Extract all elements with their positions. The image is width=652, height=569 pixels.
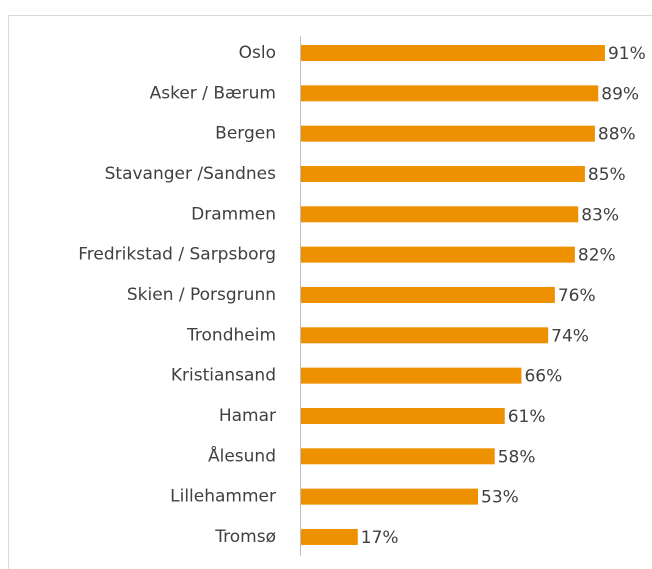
- category-label: Lillehammer: [170, 487, 276, 507]
- bar: [301, 528, 358, 545]
- bar: [301, 488, 479, 505]
- category-label: Kristiansand: [171, 366, 276, 386]
- category-label: Tromsø: [214, 527, 276, 547]
- value-label: 91%: [608, 44, 646, 64]
- bar: [301, 367, 522, 384]
- category-label: Stavanger /Sandnes: [105, 164, 277, 184]
- value-label: 82%: [578, 246, 616, 266]
- bar: [301, 125, 595, 142]
- bar: [301, 45, 605, 61]
- value-label: 53%: [481, 488, 519, 508]
- value-label: 74%: [551, 326, 589, 346]
- bar: [301, 85, 599, 102]
- category-label: Trondheim: [186, 325, 276, 345]
- bar: [301, 246, 575, 263]
- value-label: 76%: [558, 286, 596, 306]
- value-label: 85%: [588, 165, 626, 185]
- bar: [301, 286, 555, 303]
- value-label: 61%: [508, 407, 546, 427]
- value-label: 89%: [601, 84, 639, 104]
- category-label: Drammen: [191, 204, 276, 224]
- category-label: Fredrikstad / Sarpsborg: [78, 245, 276, 265]
- category-label: Ålesund: [208, 444, 276, 466]
- bar: [301, 448, 495, 465]
- bar: [301, 407, 505, 424]
- bar: [301, 165, 585, 182]
- category-label: Skien / Porsgrunn: [127, 285, 276, 305]
- value-label: 83%: [581, 205, 619, 225]
- bar: [301, 206, 579, 223]
- value-label: 66%: [524, 367, 562, 387]
- category-label: Asker / Bærum: [150, 83, 276, 103]
- category-label: Bergen: [215, 124, 276, 144]
- bar: [301, 327, 549, 344]
- value-label: 17%: [361, 528, 399, 548]
- category-label: Hamar: [219, 406, 276, 426]
- category-label: Oslo: [239, 43, 276, 63]
- value-label: 88%: [598, 125, 636, 145]
- value-label: 58%: [498, 447, 536, 467]
